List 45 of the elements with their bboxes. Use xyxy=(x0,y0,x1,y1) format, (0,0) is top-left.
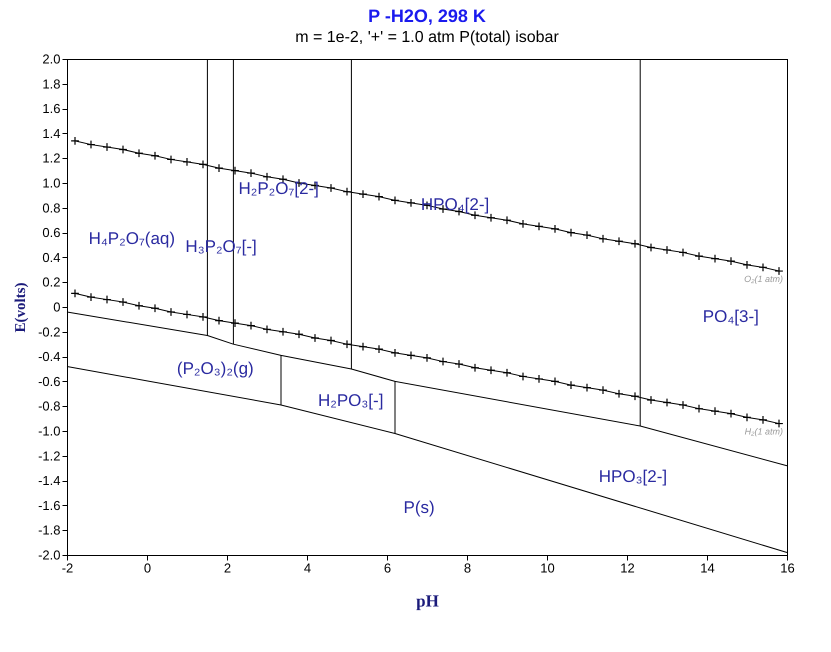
annotation: H₄P₂O₇(aq) xyxy=(88,229,176,248)
x-tick-label: 8 xyxy=(464,560,472,576)
chart-title: P -H2O, 298 K xyxy=(368,6,486,26)
x-tick-label: 14 xyxy=(700,560,715,576)
y-tick-label: 0.4 xyxy=(42,250,60,265)
annotation: H₂PO₃[-] xyxy=(318,391,384,410)
annotation: PO₄[3-] xyxy=(702,306,759,326)
y-tick-label: -2.0 xyxy=(38,548,60,562)
y-tick-label: 0 xyxy=(53,300,60,314)
x-axis-title: pH xyxy=(416,592,439,610)
x-tick-label: 4 xyxy=(304,560,312,576)
annotation: (P₂O₃)₂(g) xyxy=(176,359,254,378)
y-tick-label: -0.6 xyxy=(38,374,60,389)
series-label: H₂(1 atm) xyxy=(744,426,783,437)
x-tick-label: 6 xyxy=(384,560,392,576)
y-tick-label: 1.6 xyxy=(42,101,60,116)
annotation: P(s) xyxy=(403,498,435,517)
y-tick-label: 2.0 xyxy=(42,52,60,66)
x-tick-label: 10 xyxy=(540,560,555,576)
y-axis-title: E(volts) xyxy=(13,282,30,332)
y-tick-label: 1.2 xyxy=(42,150,60,166)
x-tick-label: -2 xyxy=(62,560,74,576)
y-tick-label: 1.8 xyxy=(42,76,60,92)
y-tick-label: -1.0 xyxy=(38,424,60,438)
chart-subtitle: m = 1e-2, '+' = 1.0 atm P(total) isobar xyxy=(295,29,560,46)
x-tick-label: 2 xyxy=(224,560,232,576)
y-tick-label: 0.6 xyxy=(42,225,60,240)
annotation: HPO₄[2-] xyxy=(420,194,490,214)
y-tick-label: -0.2 xyxy=(38,324,60,340)
y-tick-label: -1.6 xyxy=(38,498,60,513)
annotation: H₂P₂O₇[2-] xyxy=(238,178,319,198)
x-tick-label: 16 xyxy=(780,560,795,576)
y-tick-label: 0.8 xyxy=(42,200,60,216)
x-tick-label: 0 xyxy=(144,560,152,576)
y-tick-label: 1.4 xyxy=(42,126,60,141)
y-tick-label: -0.4 xyxy=(38,349,60,364)
annotation: HPO₃[2-] xyxy=(598,467,668,486)
y-tick-label: -1.4 xyxy=(38,473,60,488)
y-tick-label: -1.2 xyxy=(38,448,60,464)
x-tick-label: 12 xyxy=(620,560,635,576)
y-tick-label: 0.2 xyxy=(42,274,60,290)
y-tick-label: 1.0 xyxy=(42,176,60,190)
y-tick-label: -1.8 xyxy=(38,522,60,538)
y-tick-label: -0.8 xyxy=(38,398,60,414)
series-label: O₂(1 atm) xyxy=(744,274,783,284)
